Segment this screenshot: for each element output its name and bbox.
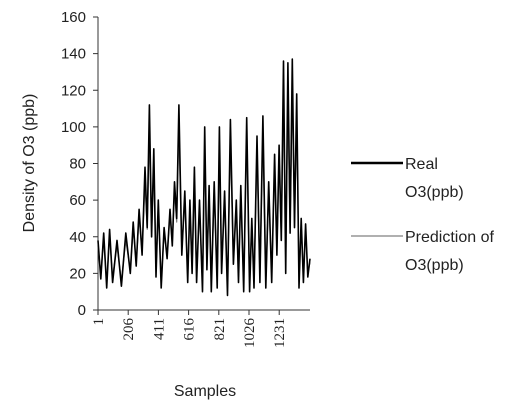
x-tick-label: 616 xyxy=(182,318,198,341)
y-ticks: 0 20 40 60 80 100 120 140 160 xyxy=(61,9,98,319)
x-tick-label: 1026 xyxy=(242,318,258,349)
x-axis-title: Samples xyxy=(174,383,236,400)
y-tick-label: 120 xyxy=(61,82,86,99)
x-tick-label: 821 xyxy=(212,318,228,341)
y-tick-label: 20 xyxy=(69,265,86,282)
legend-label-prediction-2: O3(ppb) xyxy=(405,257,464,274)
legend-label-real-1: Real xyxy=(405,156,438,173)
x-tick-label: 1231 xyxy=(272,318,288,348)
legend-label-prediction-1: Prediction of xyxy=(405,229,494,246)
series-line-real xyxy=(97,58,311,297)
y-tick-label: 100 xyxy=(61,119,86,136)
series-layer xyxy=(97,58,311,297)
x-tick-label: 411 xyxy=(151,318,167,340)
x-tick-label: 1 xyxy=(91,318,107,326)
y-tick-label: 140 xyxy=(61,46,86,63)
legend-label-real-2: O3(ppb) xyxy=(405,184,464,201)
legend: Real O3(ppb) Prediction of O3(ppb) xyxy=(351,156,494,274)
y-tick-label: 40 xyxy=(69,229,86,246)
x-ticks: 1 206 411 616 821 1026 1231 xyxy=(91,310,288,348)
y-tick-label: 60 xyxy=(69,192,86,209)
y-axis-title: Density of O3 (ppb) xyxy=(21,94,38,233)
y-tick-label: 160 xyxy=(61,9,86,26)
x-tick-label: 206 xyxy=(121,318,137,341)
y-tick-label: 80 xyxy=(69,156,86,173)
y-tick-label: 0 xyxy=(78,302,86,319)
